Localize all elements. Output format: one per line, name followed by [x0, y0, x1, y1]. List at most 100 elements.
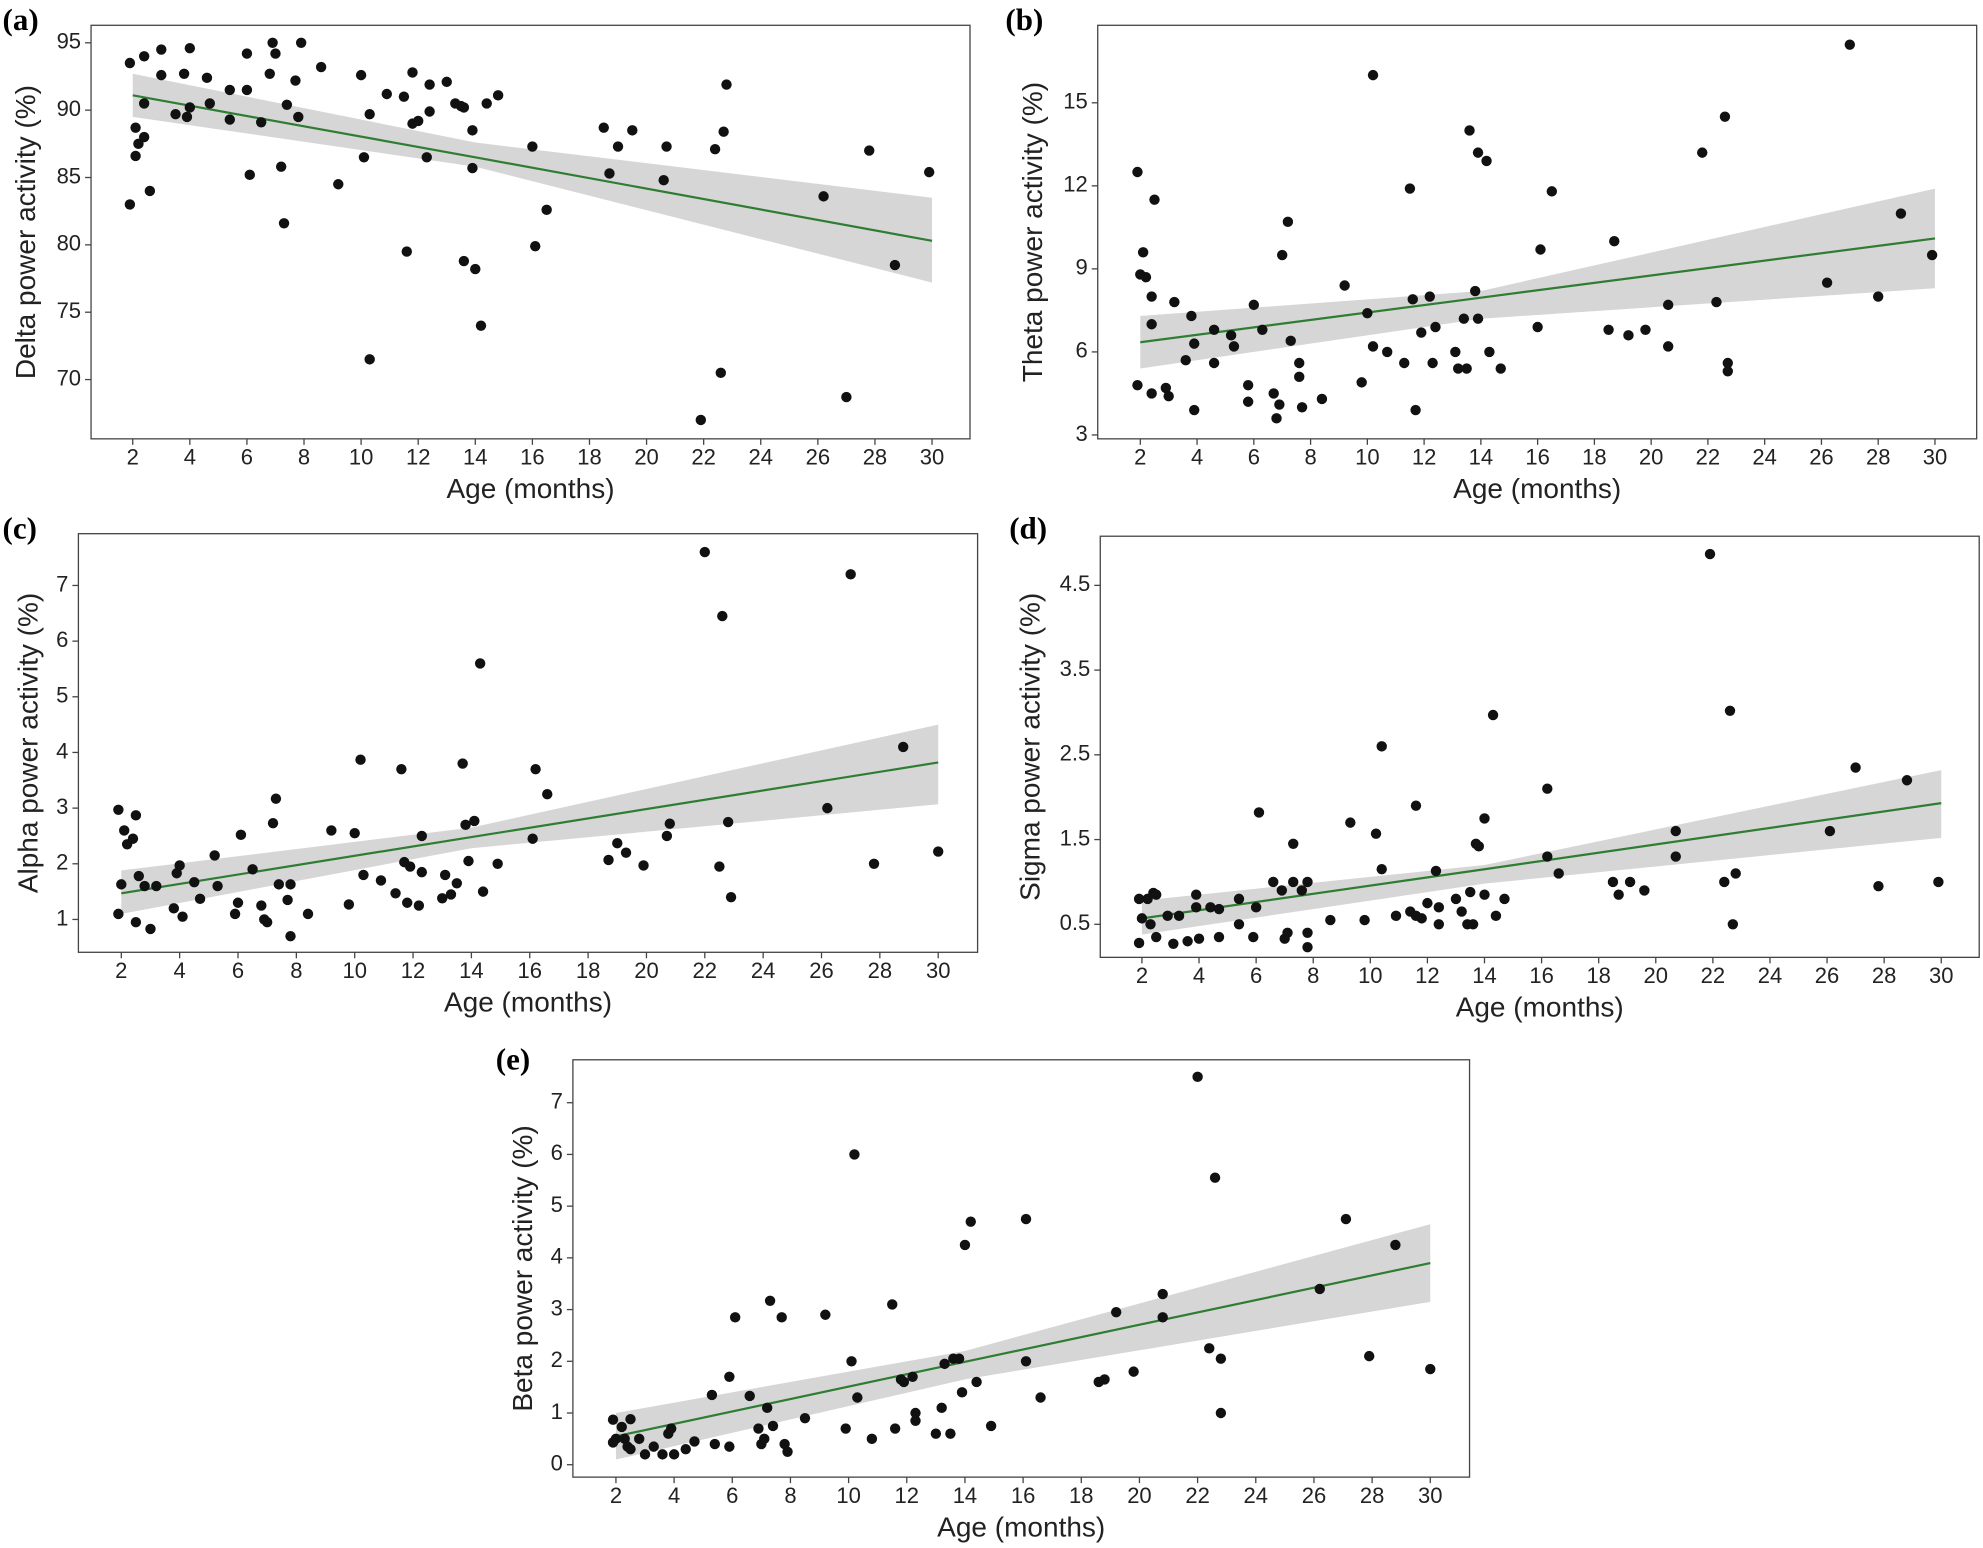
y-tick-label: 80 — [57, 231, 81, 256]
data-point — [424, 106, 435, 117]
data-point — [1271, 413, 1282, 424]
data-point — [477, 886, 489, 897]
data-point — [1274, 399, 1285, 410]
x-tick-label: 4 — [1193, 963, 1205, 988]
data-point — [295, 37, 307, 49]
data-point — [1719, 876, 1730, 888]
x-tick-label: 6 — [241, 445, 253, 470]
x-tick-label: 4 — [668, 1483, 680, 1508]
data-point — [355, 69, 367, 81]
data-point — [1182, 936, 1193, 947]
data-point — [1345, 817, 1356, 828]
x-tick-label: 24 — [1758, 963, 1782, 988]
data-point — [1133, 893, 1145, 905]
data-point — [936, 1402, 947, 1414]
x-tick-label: 24 — [749, 445, 773, 470]
data-point — [1190, 902, 1202, 913]
x-tick-label: 30 — [926, 958, 950, 983]
data-point — [492, 90, 504, 101]
data-point — [475, 320, 487, 331]
data-point — [761, 1402, 773, 1414]
x-tick-label: 6 — [1248, 445, 1260, 470]
data-point — [1208, 324, 1220, 335]
data-point — [235, 829, 247, 841]
data-point — [1479, 889, 1490, 900]
data-point — [1481, 155, 1492, 167]
panel: 2 4 6 8 10 12 14 16 18 20 22 24 26 28 30707580859095Ag… — [3, 2, 971, 504]
data-point — [1640, 324, 1651, 335]
data-point — [1228, 341, 1240, 352]
x-tick-label: 16 — [1525, 445, 1549, 470]
data-point — [1390, 1239, 1401, 1251]
data-point — [866, 1433, 878, 1445]
data-point — [1662, 299, 1674, 311]
data-point — [849, 1149, 860, 1160]
x-tick-label: 4 — [174, 958, 186, 983]
data-point — [244, 169, 255, 181]
panel-label: (c) — [3, 510, 37, 545]
confidence-band — [132, 73, 933, 283]
data-point — [1151, 889, 1162, 900]
data-point — [541, 204, 552, 216]
data-point — [256, 900, 267, 911]
data-point — [1704, 548, 1716, 560]
x-axis-title: Age (months) — [1456, 992, 1624, 1023]
y-tick-label: 4.5 — [1060, 571, 1091, 596]
y-axis-title: Delta power activity (%) — [10, 85, 41, 379]
data-point — [130, 122, 141, 133]
x-tick-label: 6 — [1250, 963, 1262, 988]
y-tick-label: 5 — [551, 1192, 563, 1217]
data-point — [267, 37, 278, 49]
data-point — [326, 825, 337, 836]
data-point — [1314, 1283, 1325, 1295]
data-point — [598, 122, 609, 133]
fit-line — [615, 1261, 1431, 1438]
data-point — [396, 763, 407, 775]
x-tick-label: 24 — [1752, 445, 1776, 470]
data-point — [1425, 1363, 1436, 1375]
data-point — [939, 1358, 950, 1370]
data-point — [204, 98, 216, 109]
data-point — [782, 1446, 793, 1457]
x-axis-title: Age (months) — [937, 1512, 1105, 1543]
data-point — [1844, 39, 1856, 50]
x-tick-label: 12 — [406, 445, 430, 470]
data-point — [1407, 294, 1418, 305]
x-tick-label: 12 — [1415, 963, 1439, 988]
data-point — [764, 1295, 776, 1306]
data-point — [467, 125, 478, 136]
data-point — [1609, 236, 1620, 247]
panel-label: (b) — [1005, 2, 1043, 37]
x-tick-label: 8 — [784, 1483, 796, 1508]
data-point — [661, 830, 673, 842]
y-tick-label: 75 — [57, 298, 81, 323]
x-tick-label: 26 — [809, 958, 833, 983]
data-point — [1821, 277, 1833, 288]
x-tick-label: 28 — [1360, 1483, 1384, 1508]
data-point — [145, 923, 156, 935]
data-point — [714, 861, 725, 872]
data-point — [718, 126, 729, 137]
data-point — [1316, 393, 1328, 405]
data-point — [1719, 111, 1731, 122]
data-point — [1190, 889, 1202, 900]
data-point — [469, 815, 480, 827]
y-tick-label: 2 — [551, 1347, 563, 1372]
data-point — [130, 810, 142, 821]
data-point — [1233, 919, 1245, 930]
data-point — [441, 76, 452, 88]
data-point — [1325, 914, 1336, 926]
data-point — [302, 908, 314, 920]
data-point — [364, 108, 375, 120]
data-point — [481, 98, 492, 109]
data-point — [1535, 244, 1546, 255]
x-tick-label: 8 — [290, 958, 302, 983]
data-point — [247, 864, 258, 875]
data-point — [1452, 363, 1464, 374]
data-point — [1472, 313, 1484, 324]
data-point — [1895, 208, 1907, 219]
y-axis-title: Alpha power activity (%) — [13, 593, 44, 893]
data-point — [715, 367, 726, 379]
data-point — [390, 888, 401, 899]
